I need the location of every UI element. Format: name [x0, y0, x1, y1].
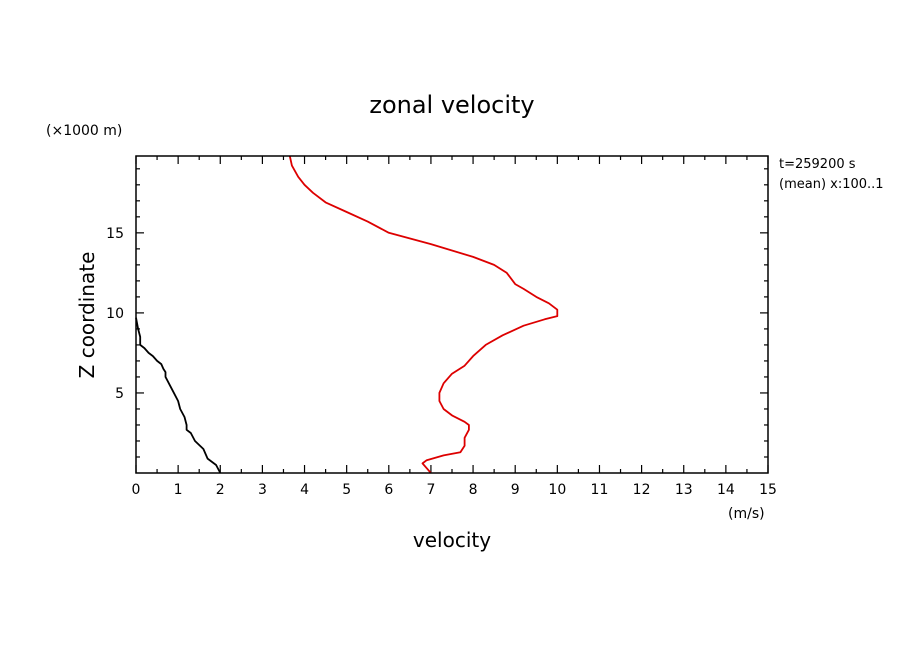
x-tick-label: 0 [132, 482, 141, 498]
x-tick-label: 1 [174, 482, 183, 498]
y-tick-label: 5 [115, 386, 124, 402]
x-axis-label: velocity [413, 528, 491, 552]
x-tick-label: 6 [384, 482, 393, 498]
x-tick-label: 13 [675, 482, 693, 498]
x-tick-label: 8 [469, 482, 478, 498]
x-tick-label: 4 [300, 482, 309, 498]
x-tick-label: 7 [426, 482, 435, 498]
axis-ticks [135, 156, 769, 473]
y-tick-label: 10 [106, 306, 124, 322]
chart-title: zonal velocity [369, 91, 534, 119]
x-tick-label: 9 [511, 482, 520, 498]
x-unit-label: (m/s) [728, 506, 765, 522]
annotation-time: t=259200 s [779, 157, 856, 172]
series-line-2 [288, 155, 559, 474]
x-tick-label: 5 [342, 482, 351, 498]
y-tick-label: 15 [106, 226, 124, 242]
x-tick-label: 10 [548, 482, 566, 498]
series-line-1 [135, 317, 222, 474]
x-tick-label: 3 [258, 482, 267, 498]
series-group [135, 155, 559, 474]
annotation-mean: (mean) x:100..1 [779, 177, 884, 192]
y-unit-label: (×1000 m) [46, 123, 122, 139]
x-tick-label: 15 [759, 482, 777, 498]
y-axis-label: Z coordinate [75, 252, 99, 379]
x-tick-label: 11 [591, 482, 609, 498]
y-tick-labels: 5 10 15 [106, 226, 124, 402]
plot-frame [135, 155, 769, 474]
x-tick-label: 2 [216, 482, 225, 498]
x-tick-labels: 0 1 2 3 4 5 6 7 8 9 10 11 12 13 14 15 [132, 482, 777, 498]
x-tick-label: 12 [633, 482, 651, 498]
x-tick-label: 14 [717, 482, 735, 498]
